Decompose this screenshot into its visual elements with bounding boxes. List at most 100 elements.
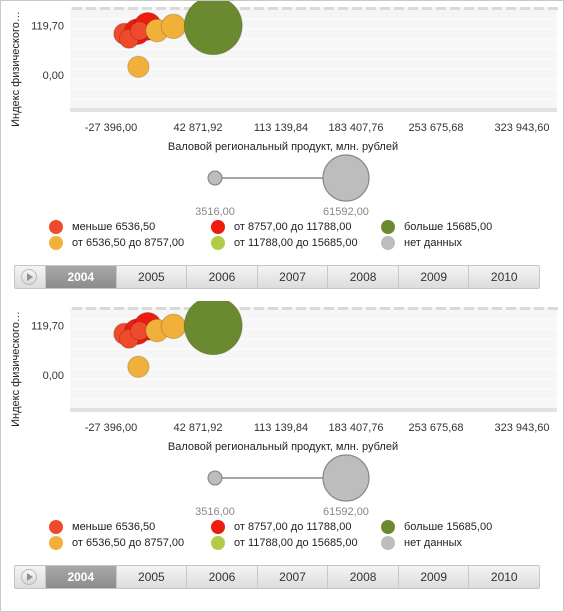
play-button[interactable] [21, 569, 37, 585]
year-tab-2005[interactable]: 2005 [115, 566, 187, 588]
size-legend-min-circle [207, 470, 223, 486]
legend-label: больше 15685,00 [404, 221, 493, 233]
legend-item: больше 15685,00 [381, 519, 492, 535]
size-legend-max-label: 61592,00 [323, 206, 369, 218]
legend-item: меньше 6536,50 [49, 519, 155, 535]
bubble[interactable] [160, 313, 187, 340]
bubbles [113, 1, 243, 78]
x-tick-label: 113 139,84 [254, 122, 308, 134]
legend-item: нет данных [381, 235, 462, 251]
legend-label: от 8757,00 до 11788,00 [234, 521, 352, 533]
legend-label: от 11788,00 до 15685,00 [234, 237, 358, 249]
legend-swatch [381, 236, 395, 250]
year-tabs-2: 2004 2005 2006 2007 2008 2009 2010 [45, 566, 539, 588]
x-tick-label: 42 871,92 [174, 422, 223, 434]
bubble[interactable] [127, 55, 150, 78]
legend-label: от 6536,50 до 8757,00 [72, 237, 185, 249]
legend-label: меньше 6536,50 [72, 221, 156, 233]
top-tick-band [72, 307, 558, 310]
year-tab-2006[interactable]: 2006 [186, 266, 257, 288]
legend-swatch [381, 520, 395, 534]
legend-swatch [49, 536, 63, 550]
x-axis-band [70, 408, 557, 412]
x-tick-label: 323 943,60 [494, 122, 549, 134]
year-tab-2010[interactable]: 2010 [468, 266, 539, 288]
legend-item: от 6536,50 до 8757,00 [49, 235, 184, 251]
legend-item: нет данных [381, 535, 462, 551]
y-tick-label: 119,70 [31, 21, 64, 33]
x-tick-label: 323 943,60 [494, 422, 549, 434]
legend-item: от 11788,00 до 15685,00 [211, 235, 358, 251]
legend-label: больше 15685,00 [404, 521, 493, 533]
x-tick-label: 253 675,68 [408, 422, 463, 434]
x-axis-title: Валовой региональный продукт, млн. рубле… [168, 441, 398, 453]
legend-item: от 8757,00 до 11788,00 [211, 519, 351, 535]
legend-swatch [49, 220, 63, 234]
year-tab-2008[interactable]: 2008 [327, 566, 398, 588]
bubble[interactable] [127, 355, 150, 378]
y-axis-title: Индекс физического… [10, 11, 22, 127]
size-legend-max-circle [322, 154, 370, 202]
bubble[interactable] [183, 1, 243, 56]
timeline-2: 2004 2005 2006 2007 2008 2009 2010 [14, 565, 540, 589]
legend-item: от 11788,00 до 15685,00 [211, 535, 358, 551]
y-tick-label: 0,00 [43, 370, 64, 382]
y-axis-title: Индекс физического… [10, 311, 22, 427]
year-tab-2010[interactable]: 2010 [468, 566, 539, 588]
year-tab-2004[interactable]: 2004 [45, 266, 116, 288]
x-axis-band [70, 108, 557, 112]
x-tick-label: -27 396,00 [85, 422, 138, 434]
legend-swatch [211, 236, 225, 250]
y-tick-label: 119,70 [31, 321, 64, 333]
color-legend-1: меньше 6536,50 от 8757,00 до 11788,00 боль… [49, 219, 529, 253]
year-tab-2007[interactable]: 2007 [256, 266, 328, 288]
legend-swatch [211, 220, 225, 234]
legend-item: от 6536,50 до 8757,00 [49, 535, 184, 551]
size-legend-min-label: 3516,00 [195, 206, 235, 218]
legend-swatch [49, 520, 63, 534]
bubble[interactable] [160, 13, 187, 40]
legend-label: меньше 6536,50 [72, 521, 156, 533]
size-legend-min-circle [207, 170, 223, 186]
size-legend-max-circle [322, 454, 370, 502]
legend-swatch [211, 536, 225, 550]
legend-label: от 11788,00 до 15685,00 [234, 537, 358, 549]
year-tab-2004[interactable]: 2004 [45, 566, 116, 588]
size-legend-max-label: 61592,00 [323, 506, 369, 518]
chart-panel-1: 119,70 0,00 -27 396,00 42 871,92 113 139,84 1… [1, 1, 563, 301]
legend-swatch [211, 520, 225, 534]
x-tick-label: 42 871,92 [174, 122, 223, 134]
bubble-chart-2: 119,70 0,00 -27 396,00 42 871,92 113 139,84 1… [10, 301, 558, 453]
legend-item: больше 15685,00 [381, 219, 492, 235]
play-button[interactable] [21, 269, 37, 285]
x-tick-label: 183 407,76 [328, 122, 383, 134]
year-tab-2009[interactable]: 2009 [397, 566, 469, 588]
year-tab-2009[interactable]: 2009 [397, 266, 469, 288]
legend-swatch [381, 536, 395, 550]
legend-label: нет данных [404, 237, 463, 249]
legend-label: нет данных [404, 537, 463, 549]
x-tick-label: 113 139,84 [254, 422, 308, 434]
year-tab-2007[interactable]: 2007 [256, 566, 328, 588]
size-legend-min-label: 3516,00 [195, 506, 235, 518]
bubble-chart-1: 119,70 0,00 -27 396,00 42 871,92 113 139,84 1… [10, 1, 558, 153]
chart-panel-2: 119,70 0,00 -27 396,00 42 871,92 113 139,84 1… [1, 301, 563, 601]
legend-item: от 8757,00 до 11788,00 [211, 219, 351, 235]
timeline-1: 2004 2005 2006 2007 2008 2009 2010 [14, 265, 540, 289]
x-tick-label: -27 396,00 [85, 122, 138, 134]
bubbles [113, 301, 243, 378]
x-tick-label: 253 675,68 [408, 122, 463, 134]
legend-item: меньше 6536,50 [49, 219, 155, 235]
legend-label: от 8757,00 до 11788,00 [234, 221, 352, 233]
year-tab-2008[interactable]: 2008 [327, 266, 398, 288]
legend-swatch [381, 220, 395, 234]
grid-lines [70, 318, 557, 400]
top-tick-band [72, 7, 558, 10]
bubble[interactable] [183, 301, 243, 356]
color-legend-2: меньше 6536,50 от 8757,00 до 11788,00 боль… [49, 519, 529, 553]
year-tab-2005[interactable]: 2005 [115, 266, 187, 288]
x-tick-label: 183 407,76 [328, 422, 383, 434]
year-tab-2006[interactable]: 2006 [186, 566, 257, 588]
x-axis-title: Валовой региональный продукт, млн. рубле… [168, 141, 398, 153]
